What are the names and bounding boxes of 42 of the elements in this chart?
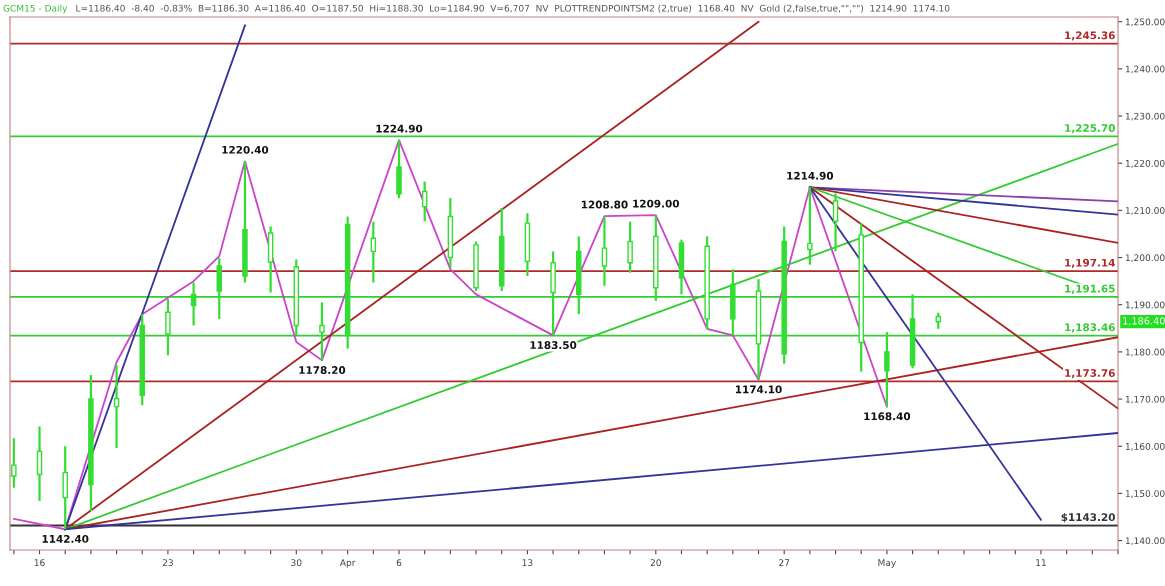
x-tick-label: 20 (650, 559, 661, 567)
chart-subtitle: L=1186.40 -8.40 -0.83% B=1186.30 A=1186.40 O=1187.50 Hi=1188.30 Lo=1184.90 V=6,707 NV PLOTTRENDPOINTSM2 (2,true) 1168.40 NV Gold (2,false,true,"","") 1214.90 1174.10 (76, 4, 950, 13)
annotation: 1174.10 (735, 385, 782, 394)
y-tick-label: 1,150.00 (1125, 490, 1165, 498)
ref-line-label: 1,183.46 (1065, 323, 1115, 333)
x-tick-label: 30 (291, 559, 302, 567)
ref-line-label: 1,197.14 (1065, 258, 1115, 268)
x-tick-label: Apr (339, 559, 356, 568)
ref-line-label: 1,225.70 (1065, 124, 1115, 134)
ref-line-label: 1,245.36 (1065, 31, 1115, 41)
annotation: 1178.20 (299, 366, 346, 374)
annotation: 1224.90 (376, 124, 423, 133)
x-tick-label: May (878, 559, 896, 568)
y-tick-label: 1,200.00 (1125, 254, 1165, 263)
y-tick-label: 1,170.00 (1125, 395, 1165, 404)
x-tick-label: 23 (162, 559, 173, 567)
y-tick-label: 1,160.00 (1125, 442, 1165, 451)
y-tick-label: 1,180.00 (1125, 348, 1165, 357)
x-tick-label: 16 (34, 559, 45, 567)
x-tick-label: 13 (522, 559, 533, 567)
annotation: 1142.40 (42, 534, 89, 543)
x-tick-label: 11 (1036, 559, 1046, 566)
y-tick-label: 1,210.00 (1125, 207, 1165, 215)
y-tick-label: 1,190.00 (1125, 301, 1165, 310)
chart-title: GCM15 - Daily (3, 4, 68, 14)
annotation: 1209.00 (633, 199, 680, 208)
y-tick-label: 1,220.00 (1125, 159, 1165, 168)
y-tick-label: 1,240.00 (1125, 65, 1165, 74)
x-tick-label: 6 (396, 559, 402, 567)
ref-line-label: 1,173.76 (1065, 369, 1115, 379)
annotation: 1208.80 (581, 200, 628, 209)
annotation: 1220.40 (222, 145, 269, 154)
text: 1,186.40 (1123, 317, 1165, 326)
ref-line-label: $1143.20 (1061, 513, 1115, 523)
annotation: 1168.40 (864, 412, 911, 421)
ref-line-label: 1,191.65 (1065, 284, 1115, 294)
y-tick-label: 1,230.00 (1125, 112, 1165, 121)
annotation: 1214.90 (787, 171, 834, 180)
annotation: 1183.50 (530, 341, 577, 349)
y-tick-label: 1,140.00 (1125, 537, 1165, 546)
y-tick-label: 1,250.00 (1125, 18, 1165, 27)
x-tick-label: 27 (779, 559, 790, 566)
